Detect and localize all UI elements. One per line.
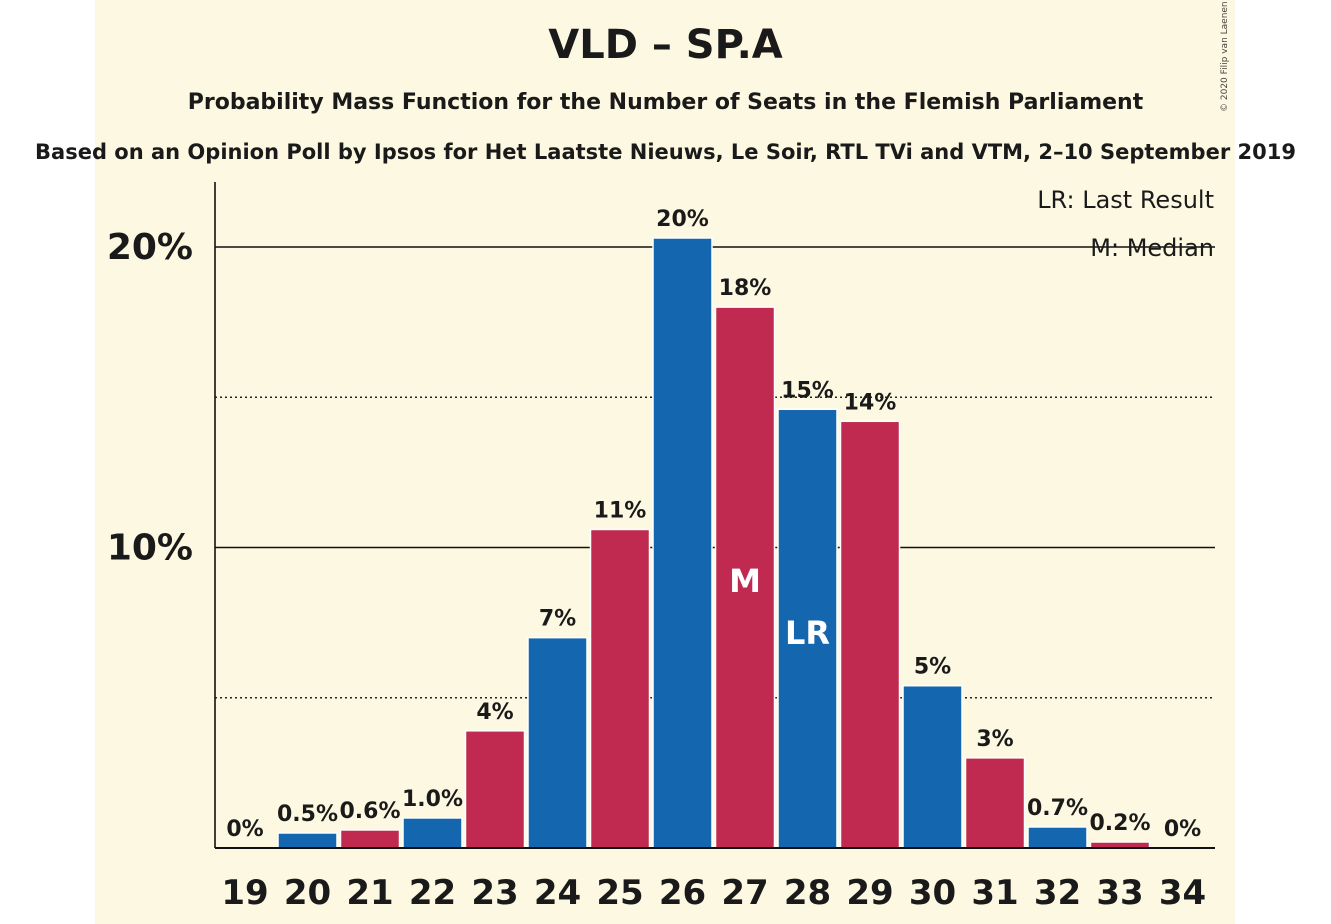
bar-seat-26 [652,237,713,849]
x-tick-label: 25 [596,873,643,913]
x-tick-label: 24 [534,873,581,913]
x-tick-label: 27 [721,873,768,913]
data-label: 15% [781,378,834,403]
bar-seat-31 [964,757,1026,849]
x-tick-label: 28 [784,873,831,913]
data-label: 0% [1164,817,1201,842]
legend-last-result: LR: Last Result [1037,186,1214,214]
data-label: 0.5% [277,802,338,827]
x-tick-label: 20 [284,873,331,913]
data-label: 0.2% [1089,811,1150,836]
data-label: 20% [656,207,709,232]
y-tick-label: 10% [107,528,193,569]
data-label: 14% [844,390,897,415]
x-tick-label: 22 [409,873,456,913]
data-label: 0.7% [1027,796,1088,821]
bar-seat-28 [777,408,838,849]
median-marker: M [729,562,761,600]
x-tick-label: 26 [659,873,706,913]
bar-seat-32 [1027,826,1088,849]
chart-subtitle: Probability Mass Function for the Number… [187,90,1144,115]
x-tick-label: 33 [1096,873,1143,913]
bar-seat-21 [339,829,401,849]
y-tick-label: 20% [107,227,193,268]
bar-seat-27 [714,306,776,849]
data-label: 0.6% [339,799,400,824]
bar-seat-25 [589,528,651,849]
x-tick-label: 34 [1159,873,1206,913]
x-tick-label: 23 [471,873,518,913]
data-label: 4% [476,700,513,725]
legend-median: M: Median [1090,234,1214,262]
bar-seat-30 [902,684,963,849]
bar-seat-22 [402,817,463,849]
data-label: 18% [719,276,772,301]
bar-seat-20 [277,832,338,849]
bar-seat-24 [527,636,588,849]
chart-source: Based on an Opinion Poll by Ipsos for He… [35,140,1296,164]
data-label: 3% [976,727,1013,752]
x-tick-label: 31 [971,873,1018,913]
bar-seat-29 [839,420,901,849]
data-label: 0% [226,817,263,842]
x-tick-label: 21 [346,873,393,913]
data-label: 1.0% [402,787,463,812]
x-tick-label: 19 [221,873,268,913]
chart-title: VLD – SP.A [548,22,783,68]
data-label: 11% [594,498,647,523]
last-result-marker: LR [785,614,830,652]
data-label: 5% [914,655,951,680]
x-tick-label: 30 [909,873,956,913]
x-tick-label: 32 [1034,873,1081,913]
bar-seat-23 [464,730,526,849]
data-label: 7% [539,607,576,632]
x-tick-label: 29 [846,873,893,913]
